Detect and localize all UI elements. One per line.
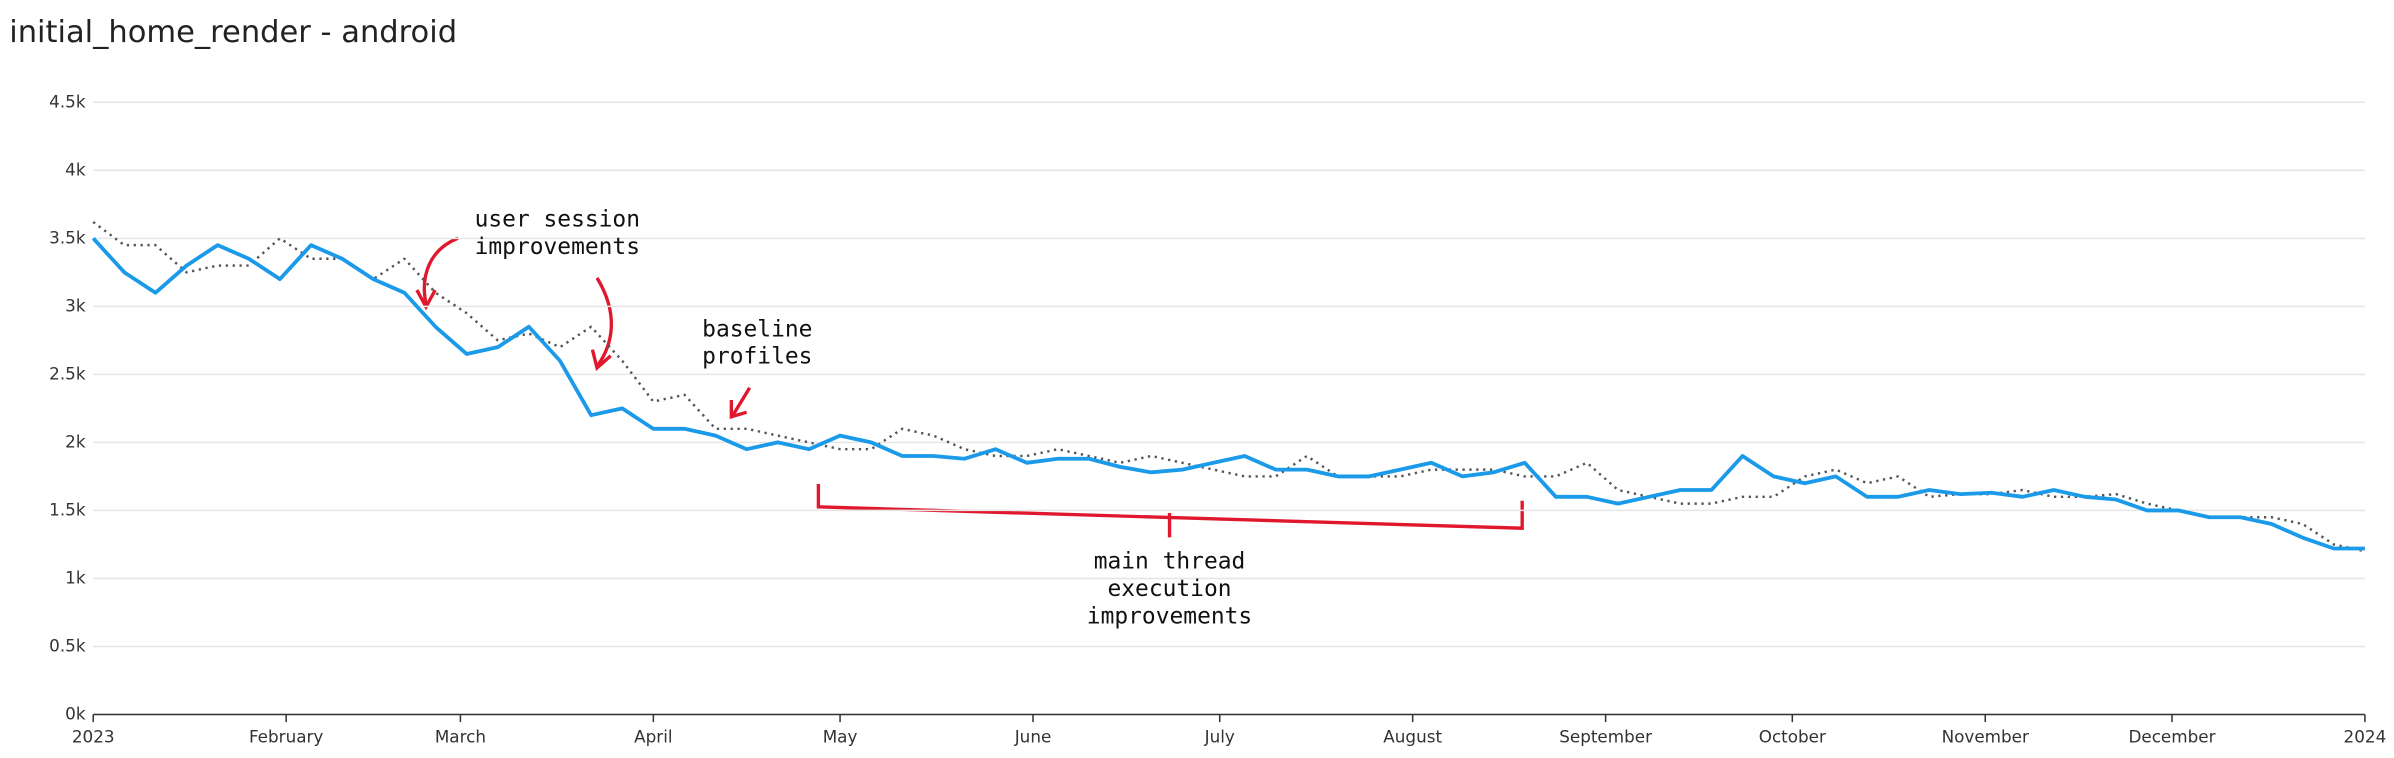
y-tick-label: 1k (65, 567, 86, 587)
y-tick-label: 3k (65, 295, 86, 315)
annotation: improvements (475, 234, 640, 260)
arrow (731, 386, 752, 417)
y-tick-label: 0k (65, 703, 86, 723)
annotation: profiles (702, 344, 812, 370)
series-line (91, 237, 2365, 551)
arrow-head (590, 349, 612, 372)
annotation: main thread (1094, 548, 1246, 574)
y-tick-label: 2k (65, 431, 86, 451)
x-tick-label: April (634, 726, 672, 746)
y-tick-label: 4k (65, 159, 86, 179)
x-tick-label: February (249, 726, 323, 746)
x-tick-label: 2024 (2344, 726, 2387, 746)
y-tick-label: 2.5k (49, 363, 86, 383)
x-tick-label: October (1759, 726, 1826, 746)
annotation-arrows (415, 236, 1524, 538)
x-tick-label: June (1014, 726, 1052, 746)
y-tick-label: 1.5k (49, 499, 86, 519)
annotation: improvements (1087, 603, 1252, 629)
arrow (422, 236, 459, 305)
y-tick-label: 4.5k (49, 91, 86, 111)
y-tick-label: 3.5k (49, 227, 86, 247)
arrow (595, 276, 614, 368)
y-tick-label: 0.5k (49, 635, 86, 655)
annotation: user session (475, 206, 640, 232)
series-line (92, 221, 2366, 553)
x-tick-label: August (1383, 726, 1442, 746)
chart-title: initial_home_render - android (9, 15, 457, 50)
arrow-head (729, 399, 748, 420)
x-tick-label: November (1942, 726, 2029, 746)
annotation: baseline (702, 316, 812, 342)
x-tick-label: 2023 (72, 726, 115, 746)
x-tick-label: December (2128, 726, 2215, 746)
x-tick-label: March (435, 726, 486, 746)
x-tick-label: May (823, 726, 858, 746)
x-tick-label: July (1204, 726, 1235, 746)
x-tick-label: September (1559, 726, 1652, 746)
annotation: execution (1107, 576, 1231, 602)
